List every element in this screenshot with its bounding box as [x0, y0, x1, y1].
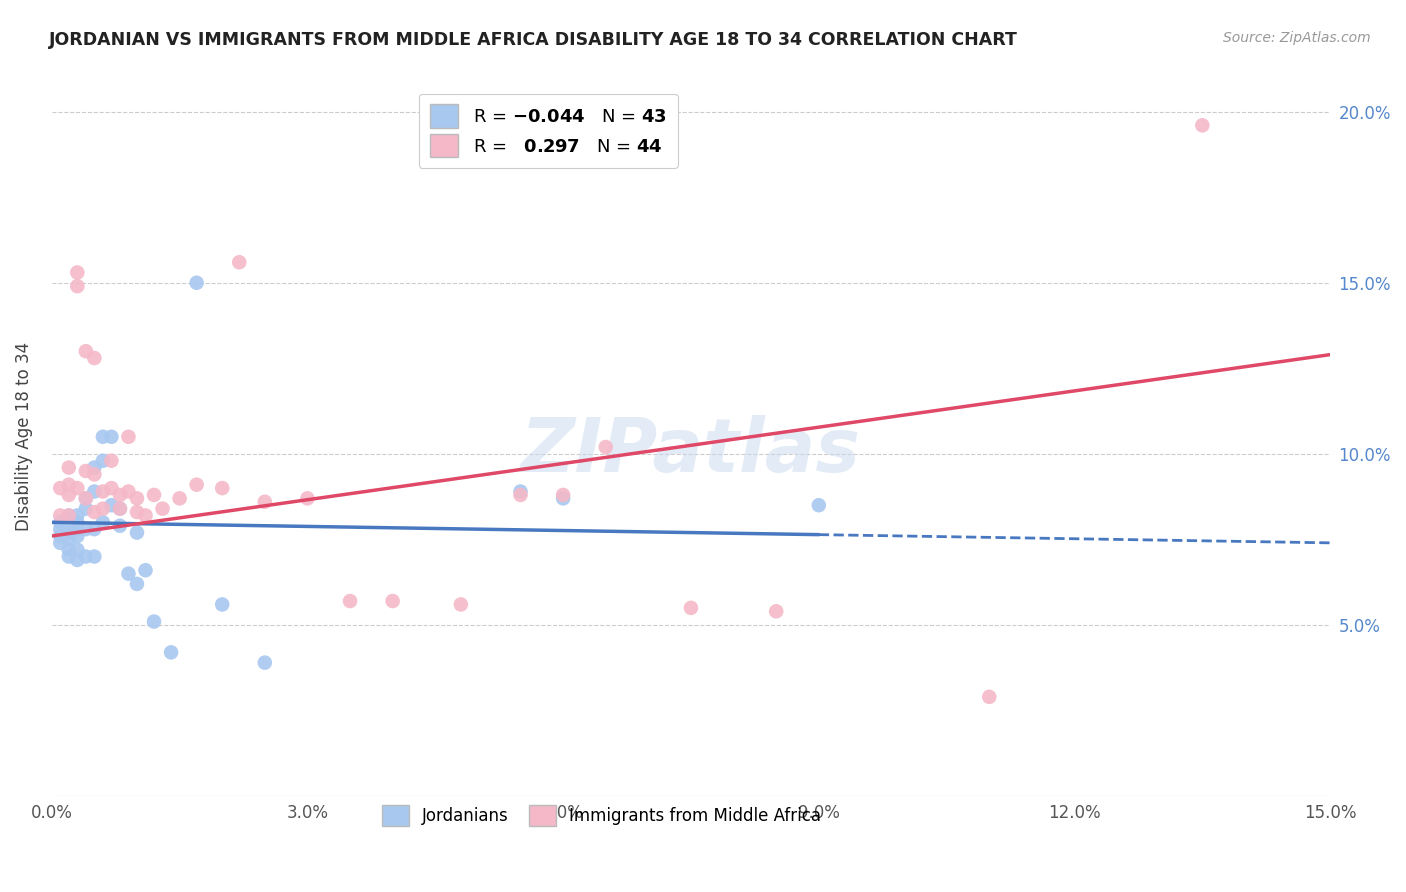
Point	[66, 279, 89, 293]
Point	[49, 516, 72, 530]
Point	[143, 488, 166, 502]
Point	[75, 501, 97, 516]
Point	[253, 656, 276, 670]
Point	[58, 460, 80, 475]
Point	[58, 542, 80, 557]
Point	[100, 481, 122, 495]
Point	[143, 615, 166, 629]
Point	[979, 690, 1001, 704]
Point	[134, 508, 156, 523]
Point	[1191, 119, 1213, 133]
Point	[83, 484, 105, 499]
Point	[152, 501, 174, 516]
Text: JORDANIAN VS IMMIGRANTS FROM MIDDLE AFRICA DISABILITY AGE 18 TO 34 CORRELATION C: JORDANIAN VS IMMIGRANTS FROM MIDDLE AFRI…	[49, 31, 1018, 49]
Point	[807, 498, 830, 512]
Legend: Jordanians, Immigrants from Middle Africa: Jordanians, Immigrants from Middle Afric…	[374, 797, 830, 835]
Point	[134, 563, 156, 577]
Point	[66, 516, 89, 530]
Point	[58, 477, 80, 491]
Point	[66, 522, 89, 536]
Point	[509, 484, 531, 499]
Point	[450, 598, 472, 612]
Point	[108, 488, 131, 502]
Point	[108, 518, 131, 533]
Point	[108, 501, 131, 516]
Point	[125, 525, 148, 540]
Point	[765, 604, 787, 618]
Point	[49, 508, 72, 523]
Point	[58, 525, 80, 540]
Point	[553, 491, 575, 506]
Point	[117, 566, 139, 581]
Point	[58, 508, 80, 523]
Point	[160, 645, 183, 659]
Point	[83, 549, 105, 564]
Point	[58, 518, 80, 533]
Point	[297, 491, 319, 506]
Point	[91, 454, 114, 468]
Point	[679, 600, 702, 615]
Point	[49, 522, 72, 536]
Point	[49, 536, 72, 550]
Point	[83, 505, 105, 519]
Text: Source: ZipAtlas.com: Source: ZipAtlas.com	[1223, 31, 1371, 45]
Point	[75, 549, 97, 564]
Point	[75, 522, 97, 536]
Point	[509, 488, 531, 502]
Point	[117, 484, 139, 499]
Point	[91, 516, 114, 530]
Point	[58, 508, 80, 523]
Point	[117, 430, 139, 444]
Point	[75, 344, 97, 359]
Point	[100, 430, 122, 444]
Point	[83, 351, 105, 365]
Point	[83, 467, 105, 482]
Point	[66, 481, 89, 495]
Point	[83, 522, 105, 536]
Point	[91, 484, 114, 499]
Point	[66, 508, 89, 523]
Y-axis label: Disability Age 18 to 34: Disability Age 18 to 34	[15, 343, 32, 532]
Point	[100, 498, 122, 512]
Point	[66, 542, 89, 557]
Point	[125, 505, 148, 519]
Point	[91, 430, 114, 444]
Text: ZIPatlas: ZIPatlas	[522, 415, 860, 488]
Point	[66, 553, 89, 567]
Point	[100, 454, 122, 468]
Point	[75, 491, 97, 506]
Point	[125, 577, 148, 591]
Point	[66, 265, 89, 279]
Point	[553, 488, 575, 502]
Point	[169, 491, 191, 506]
Point	[211, 598, 233, 612]
Point	[108, 501, 131, 516]
Point	[595, 440, 617, 454]
Point	[58, 549, 80, 564]
Point	[49, 529, 72, 543]
Point	[381, 594, 404, 608]
Point	[75, 491, 97, 506]
Point	[58, 533, 80, 547]
Point	[49, 481, 72, 495]
Point	[91, 501, 114, 516]
Point	[339, 594, 361, 608]
Point	[186, 276, 208, 290]
Point	[186, 477, 208, 491]
Point	[211, 481, 233, 495]
Point	[125, 491, 148, 506]
Point	[253, 495, 276, 509]
Point	[83, 460, 105, 475]
Point	[58, 488, 80, 502]
Point	[228, 255, 250, 269]
Point	[66, 529, 89, 543]
Point	[75, 464, 97, 478]
